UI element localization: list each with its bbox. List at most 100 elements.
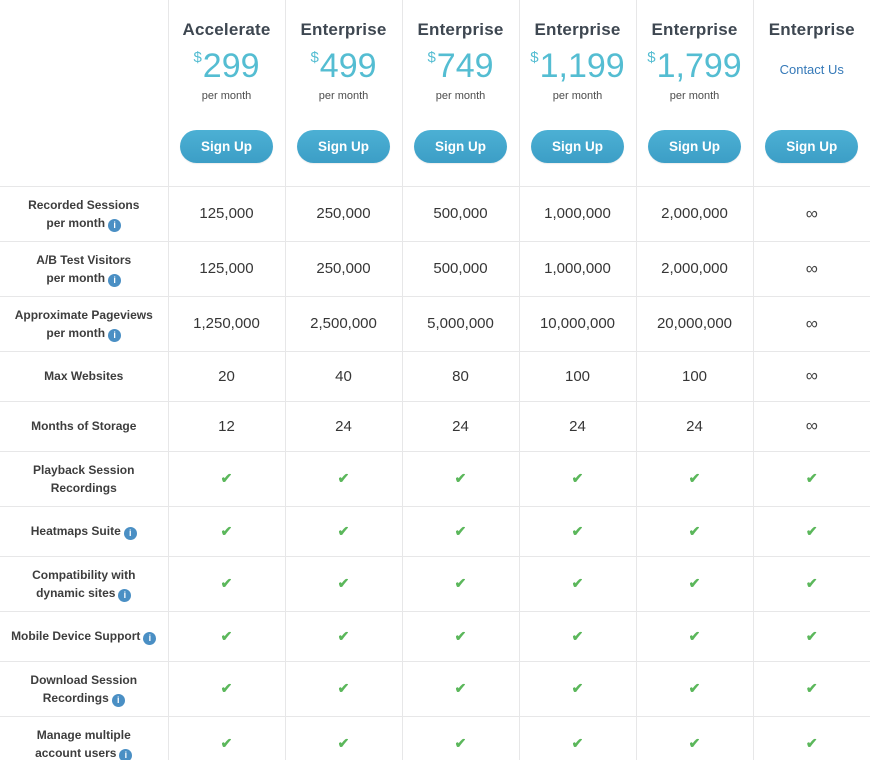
- check-icon: ✔: [518, 505, 637, 557]
- plan-name: Enterprise: [534, 20, 621, 39]
- plan-value: 5,000,000: [401, 295, 520, 352]
- feature-label-line1: Approximate Pageviews: [14, 307, 153, 322]
- check-icon: ✔: [635, 610, 754, 662]
- plan-value-unlimited: ∞: [752, 240, 870, 297]
- check-icon: ✔: [167, 555, 286, 612]
- feature-label-line1: Max Websites: [44, 369, 124, 383]
- check-icon: ✔: [635, 715, 754, 760]
- contact-us-link[interactable]: Contact Us: [779, 62, 844, 77]
- feature-row-months-of-storage: Months of Storage 12 24 24 24 24 ∞: [0, 400, 870, 452]
- sign-up-button[interactable]: Sign Up: [180, 130, 273, 163]
- plan-value: 125,000: [167, 240, 286, 297]
- check-icon: ✔: [518, 450, 637, 507]
- feature-row-compatibility-dynamic-sites: Compatibility with dynamic sites i ✔ ✔ ✔ …: [0, 555, 870, 612]
- feature-label-line1: Recorded Sessions: [28, 197, 140, 212]
- feature-label-line2: per month: [46, 325, 106, 340]
- plan-column-enterprise-1199: Enterprise $1,199 per month Sign Up: [518, 0, 637, 187]
- plan-value: 500,000: [401, 240, 520, 297]
- feature-row-approximate-pageviews: Approximate Pageviews per month i 1,250,0…: [0, 295, 870, 352]
- check-icon: ✔: [752, 555, 870, 612]
- feature-label: Approximate Pageviews per month i: [0, 295, 169, 352]
- corner-cell: [0, 0, 169, 187]
- price-amount: 749: [436, 47, 494, 85]
- plan-value: 24: [518, 400, 637, 452]
- feature-label-line2: Recordings: [42, 690, 109, 705]
- plan-value-unlimited: ∞: [752, 400, 870, 452]
- check-icon: ✔: [284, 450, 403, 507]
- sign-up-button[interactable]: Sign Up: [531, 130, 624, 163]
- feature-row-max-websites: Max Websites 20 40 80 100 100 ∞: [0, 350, 870, 402]
- check-icon: ✔: [635, 660, 754, 717]
- plan-value-unlimited: ∞: [752, 350, 870, 402]
- sign-up-button[interactable]: Sign Up: [297, 130, 390, 163]
- plan-column-enterprise-499: Enterprise $499 per month Sign Up: [284, 0, 403, 187]
- currency-symbol: $: [647, 49, 656, 66]
- check-icon: ✔: [284, 610, 403, 662]
- plan-price: $499: [287, 47, 401, 85]
- check-icon: ✔: [518, 660, 637, 717]
- feature-label: A/B Test Visitors per month i: [0, 240, 169, 297]
- feature-row-heatmaps-suite: Heatmaps Suite i ✔ ✔ ✔ ✔ ✔ ✔: [0, 505, 870, 557]
- plan-period: per month: [669, 90, 720, 103]
- check-icon: ✔: [284, 660, 403, 717]
- price-amount: 499: [319, 47, 377, 85]
- check-icon: ✔: [167, 505, 286, 557]
- info-icon[interactable]: i: [111, 693, 125, 707]
- plan-column-enterprise-contact: Enterprise Contact Us Sign Up: [752, 0, 870, 187]
- feature-label: Playback Session Recordings: [0, 450, 169, 507]
- plan-price: $749: [404, 47, 518, 85]
- feature-label-line2: Recordings: [50, 480, 117, 495]
- plan-value: 12: [167, 400, 286, 452]
- info-icon[interactable]: i: [123, 527, 137, 540]
- check-icon: ✔: [518, 715, 637, 760]
- plan-price: $1,799: [638, 47, 752, 85]
- feature-label-line2: per month: [46, 270, 106, 285]
- feature-label-line2: account users: [35, 745, 117, 760]
- check-icon: ✔: [284, 715, 403, 760]
- feature-label-line2: dynamic sites: [36, 585, 116, 600]
- info-icon[interactable]: i: [108, 218, 122, 232]
- plan-name: Accelerate: [182, 20, 271, 39]
- plan-value: 24: [284, 400, 403, 452]
- plan-value: 20: [167, 350, 286, 402]
- feature-row-manage-multiple-account-users: Manage multiple account users i ✔ ✔ ✔ ✔ ✔…: [0, 715, 870, 760]
- plan-price: $1,199: [521, 47, 635, 85]
- price-amount: 1,799: [656, 47, 742, 85]
- plan-column-accelerate: Accelerate $299 per month Sign Up: [167, 0, 286, 187]
- feature-row-recorded-sessions: Recorded Sessions per month i 125,000 250…: [0, 185, 870, 242]
- sign-up-button[interactable]: Sign Up: [414, 130, 507, 163]
- check-icon: ✔: [635, 555, 754, 612]
- plan-name: Enterprise: [651, 20, 738, 39]
- info-icon[interactable]: i: [108, 328, 122, 342]
- plan-column-enterprise-1799: Enterprise $1,799 per month Sign Up: [635, 0, 754, 187]
- feature-label: Heatmaps Suite i: [0, 505, 169, 557]
- check-icon: ✔: [752, 660, 870, 717]
- info-icon[interactable]: i: [143, 632, 157, 645]
- feature-label: Recorded Sessions per month i: [0, 185, 169, 242]
- plan-period: per month: [318, 90, 369, 103]
- sign-up-button[interactable]: Sign Up: [765, 130, 859, 163]
- feature-label-line2: per month: [46, 215, 106, 230]
- feature-row-playback-session-recordings: Playback Session Recordings ✔ ✔ ✔ ✔ ✔ ✔: [0, 450, 870, 507]
- check-icon: ✔: [401, 555, 520, 612]
- currency-symbol: $: [427, 49, 436, 66]
- plan-name: Enterprise: [300, 20, 387, 39]
- plans-header-row: Accelerate $299 per month Sign Up Enterp…: [0, 0, 870, 187]
- plan-name: Enterprise: [768, 20, 855, 39]
- feature-label: Mobile Device Support i: [0, 610, 169, 662]
- plan-value: 20,000,000: [635, 295, 754, 352]
- price-amount: 1,199: [539, 47, 625, 85]
- sign-up-button[interactable]: Sign Up: [648, 130, 741, 163]
- info-icon[interactable]: i: [119, 748, 133, 760]
- check-icon: ✔: [167, 660, 286, 717]
- check-icon: ✔: [518, 555, 637, 612]
- info-icon[interactable]: i: [118, 588, 132, 602]
- check-icon: ✔: [752, 505, 870, 557]
- currency-symbol: $: [530, 49, 539, 66]
- price-amount: 299: [202, 47, 260, 85]
- info-icon[interactable]: i: [108, 273, 122, 287]
- price-area: $749 per month: [404, 47, 518, 120]
- check-icon: ✔: [401, 505, 520, 557]
- feature-label-line1: Heatmaps Suite: [30, 524, 121, 538]
- feature-label: Download Session Recordings i: [0, 660, 169, 717]
